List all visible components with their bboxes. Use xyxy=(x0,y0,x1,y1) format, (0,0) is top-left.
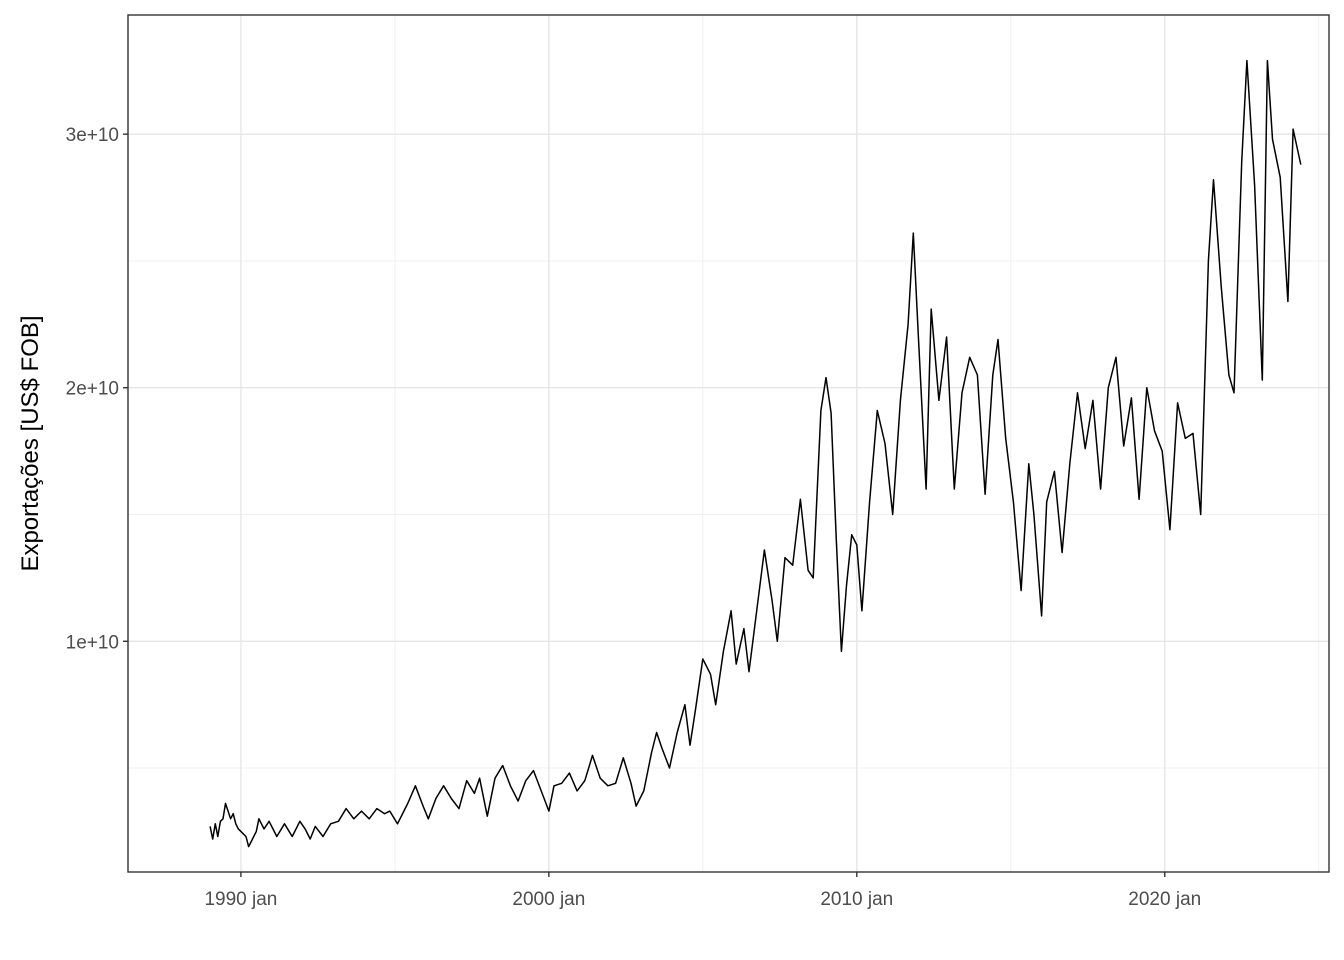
x-tick-label: 2010 jan xyxy=(820,889,893,910)
y-tick-label: 3e+10 xyxy=(66,125,119,146)
series-line xyxy=(209,59,1302,848)
axis-ticks: 1e+10 2e+10 3e+10 1990 jan 2000 jan 2010 jan 2… xyxy=(66,125,1202,910)
gridlines xyxy=(128,15,1329,872)
y-tick-label: 2e+10 xyxy=(66,379,119,400)
series-line-group xyxy=(209,59,1302,848)
plot-panel-border xyxy=(127,14,1330,873)
y-tick-label: 1e+10 xyxy=(66,632,119,653)
x-tick-label: 1990 jan xyxy=(204,889,277,910)
y-axis-title: Exportações [US$ FOB] xyxy=(17,315,44,571)
x-tick-label: 2020 jan xyxy=(1128,889,1201,910)
x-tick-label: 2000 jan xyxy=(512,889,585,910)
